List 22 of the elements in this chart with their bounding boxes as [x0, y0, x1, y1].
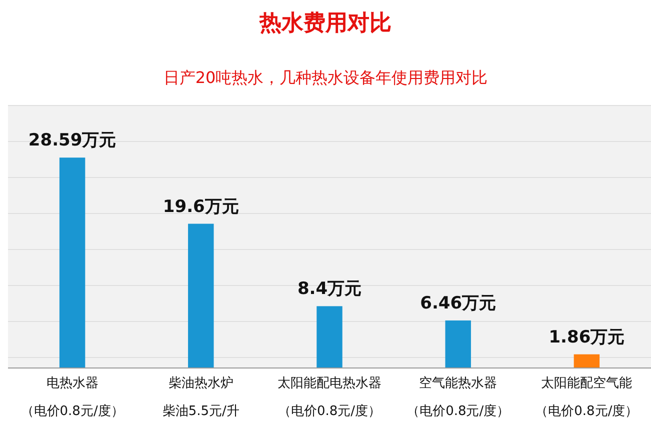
text: （电价0.8元/度） — [20, 403, 124, 419]
chart-title: 热水费用对比 — [258, 11, 392, 36]
data-label: 8.4万元 — [297, 279, 362, 300]
data-label: 1.86万元 — [548, 327, 625, 348]
chart-subtitle: 日产20吨热水，几种热水设备年使用费用对比 — [163, 68, 488, 87]
text: 柴油5.5元/升 — [162, 404, 240, 419]
data-label: 19.6万元 — [162, 196, 239, 217]
text: （电价0.8元/度） — [406, 403, 510, 419]
x-tick-label: 太阳能配空气能 — [541, 376, 632, 391]
text: （电价0.8元/度） — [278, 403, 382, 419]
data-label: 28.59万元 — [28, 130, 116, 151]
bar — [574, 354, 600, 368]
bar — [445, 320, 471, 368]
data-label: 6.46万元 — [420, 293, 496, 314]
x-tick-label: 太阳能配电热水器 — [278, 376, 382, 391]
x-tick-label: 空气能热水器 — [419, 376, 498, 391]
bar — [188, 224, 214, 368]
x-tick-label: 电热水器 — [46, 376, 98, 391]
x-tick-label: 柴油热水炉 — [168, 376, 234, 391]
bar — [316, 306, 342, 368]
text: （电价0.8元/度） — [535, 403, 638, 419]
bar — [59, 158, 86, 368]
